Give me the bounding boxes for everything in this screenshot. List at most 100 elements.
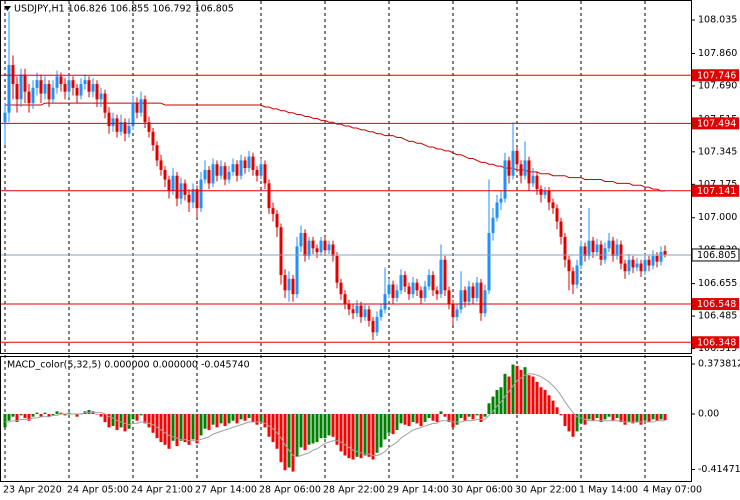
candle-body xyxy=(163,169,167,180)
macd-bar xyxy=(575,414,579,432)
y-tick-label: -0.414713 xyxy=(698,464,740,475)
macd-bar xyxy=(239,414,243,420)
candle-body xyxy=(335,255,339,283)
macd-bar xyxy=(295,414,299,457)
macd-bar xyxy=(339,414,343,452)
macd-bar xyxy=(35,412,39,415)
price-label-box xyxy=(691,248,740,262)
candle-body xyxy=(123,122,127,134)
candle-body xyxy=(83,80,87,85)
candle-body xyxy=(495,202,499,218)
candle-body xyxy=(51,87,55,100)
macd-bar xyxy=(215,414,219,428)
candle-body xyxy=(599,244,603,260)
candle-body xyxy=(135,103,139,113)
candle-body xyxy=(431,275,435,291)
x-tick-label: 28 Apr 06:00 xyxy=(259,485,321,496)
level-label-box xyxy=(692,298,739,311)
x-tick-label: 29 Apr 14:00 xyxy=(387,485,449,496)
macd-bar xyxy=(363,414,367,456)
macd-bar xyxy=(135,414,139,421)
macd-bar xyxy=(459,414,463,419)
y-tick-label: 106.655 xyxy=(698,278,737,289)
macd-bar xyxy=(627,414,631,423)
level-label-box xyxy=(692,69,739,82)
y-tick-label: 108.035 xyxy=(698,15,737,26)
macd-bar xyxy=(231,414,235,421)
candle-body xyxy=(43,84,47,94)
candle-body xyxy=(227,171,231,180)
macd-bar xyxy=(235,414,239,424)
candle-body xyxy=(475,282,479,298)
macd-bar xyxy=(479,414,483,423)
candle-body xyxy=(307,240,311,256)
candle-body xyxy=(75,87,79,96)
candle-body xyxy=(631,259,635,268)
macd-bar xyxy=(415,414,419,424)
candle-body xyxy=(559,221,563,237)
macd-bar xyxy=(11,414,15,417)
candle-body xyxy=(191,189,195,203)
candle-body xyxy=(527,160,531,184)
macd-bar xyxy=(311,414,315,444)
x-tick-label: 4 May 07:00 xyxy=(643,485,702,496)
macd-bar xyxy=(19,414,23,416)
macd-bar xyxy=(227,414,231,424)
candle-body xyxy=(623,263,627,272)
candle-body xyxy=(651,255,655,266)
macd-bar xyxy=(343,414,347,456)
level-label: 106.548 xyxy=(697,299,736,310)
macd-bar xyxy=(211,414,215,425)
macd-bar xyxy=(539,387,543,415)
macd-bar xyxy=(319,414,323,439)
level-label: 107.494 xyxy=(697,118,736,129)
candle-body xyxy=(535,175,539,190)
candle-body xyxy=(279,227,283,276)
candle-body xyxy=(627,259,631,272)
candle-body xyxy=(479,282,483,314)
candle-body xyxy=(319,240,323,253)
macd-bar xyxy=(527,375,531,415)
macd-bar xyxy=(255,414,259,425)
macd-bar xyxy=(603,414,607,420)
macd-bar xyxy=(247,414,251,419)
y-tick-label: 0.00 xyxy=(698,409,719,420)
macd-bar xyxy=(647,414,651,423)
candle-body xyxy=(275,213,279,228)
macd-bar xyxy=(3,414,7,428)
macd-bar xyxy=(59,412,63,415)
candle-body xyxy=(587,240,591,256)
macd-bar xyxy=(183,414,187,443)
macd-bar xyxy=(107,414,111,428)
macd-bar xyxy=(635,414,639,423)
macd-bar xyxy=(659,414,663,420)
macd-bar xyxy=(31,414,35,417)
candle-body xyxy=(567,259,571,272)
candle-body xyxy=(387,284,391,295)
macd-bar xyxy=(579,414,583,424)
macd-bar xyxy=(495,389,499,415)
candle-body xyxy=(207,169,211,184)
macd-bar xyxy=(543,389,547,415)
y-tick-label: 106.315 xyxy=(698,343,737,354)
candle-body xyxy=(603,248,607,260)
macd-bar xyxy=(407,414,411,427)
price-label: 106.805 xyxy=(697,250,736,261)
macd-bar xyxy=(55,411,59,415)
collapse-icon[interactable] xyxy=(4,6,11,11)
candle-body xyxy=(607,240,611,249)
macd-bar xyxy=(551,400,555,415)
candle-body xyxy=(443,259,447,291)
level-label-box xyxy=(692,117,739,130)
candle-body xyxy=(171,175,175,191)
candle-body xyxy=(167,179,171,191)
level-label: 107.746 xyxy=(697,70,736,81)
macd-bar xyxy=(387,414,391,433)
candle-body xyxy=(359,305,363,318)
candle-body xyxy=(243,160,247,169)
candle-body xyxy=(203,169,207,180)
macd-bar xyxy=(123,414,127,432)
candle-body xyxy=(639,263,643,272)
macd-bar xyxy=(451,414,455,428)
candle-body xyxy=(103,93,107,113)
